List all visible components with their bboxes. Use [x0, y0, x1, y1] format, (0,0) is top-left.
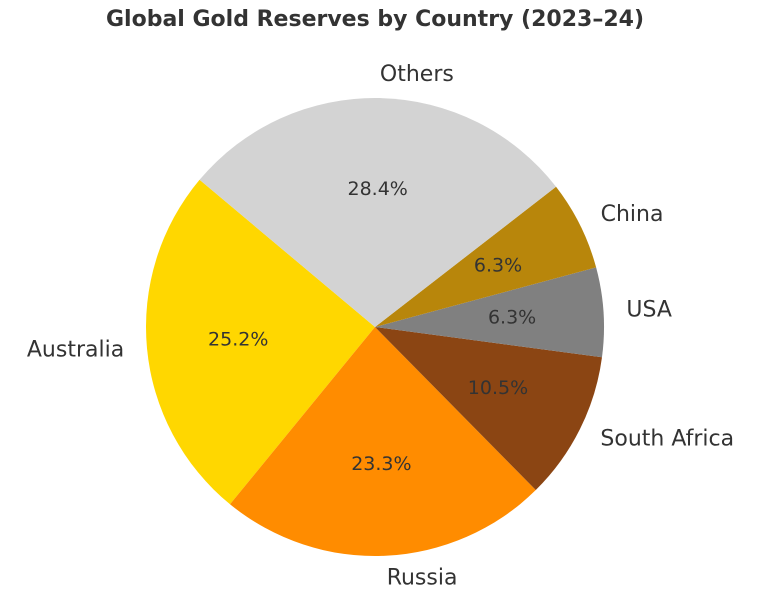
pie-slice	[230, 327, 536, 557]
value-label: 6.3%	[488, 307, 536, 329]
pie-slice	[375, 327, 602, 491]
value-label: 28.4%	[348, 178, 408, 200]
value-label: 23.3%	[351, 453, 411, 475]
value-label: 25.2%	[208, 328, 268, 350]
slice-label: South Africa	[600, 426, 734, 451]
chart-title: Global Gold Reserves by Country (2023–24…	[106, 7, 644, 32]
value-label: 6.3%	[474, 254, 522, 276]
pie-slice	[375, 186, 597, 327]
pie-slice	[145, 179, 375, 505]
value-label: 10.5%	[468, 377, 528, 399]
pie-slice	[375, 267, 604, 358]
slice-label: USA	[626, 298, 672, 323]
slice-label: China	[601, 202, 664, 227]
slice-label: Australia	[27, 338, 124, 363]
slice-label: Russia	[387, 566, 458, 591]
slice-label: Others	[380, 62, 454, 87]
pie-slice	[199, 98, 557, 328]
